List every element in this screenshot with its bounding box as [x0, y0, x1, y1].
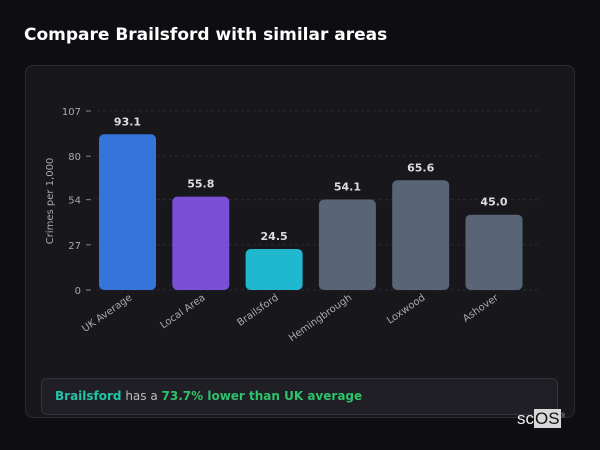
x-tick-label: Ashover [461, 292, 501, 325]
y-tick-label: 54 [68, 196, 81, 207]
summary-highlight: 73.7% lower than UK average [161, 389, 363, 403]
x-tick-label: Brailsford [235, 292, 280, 328]
data-label: 45.0 [480, 196, 507, 209]
summary-area: Brailsford [55, 389, 122, 403]
bar[interactable] [99, 134, 156, 290]
data-label: 24.5 [261, 230, 288, 243]
bar[interactable] [392, 180, 450, 290]
summary-text: has a [121, 389, 162, 403]
summary-box: Brailsford has a 73.7% lower than UK ave… [41, 378, 558, 415]
y-axis-label: Crimes per 1,000 [45, 158, 56, 245]
data-label: 55.8 [187, 178, 214, 191]
x-tick-label: Hemingbrough [287, 292, 354, 344]
y-tick-label: 107 [62, 107, 81, 118]
logo: scOS® [517, 409, 565, 428]
y-tick-label: 27 [68, 241, 81, 252]
bar[interactable] [465, 214, 523, 290]
page-title: Compare Brailsford with similar areas [24, 25, 388, 45]
data-label: 93.1 [114, 115, 141, 128]
x-tick-label: UK Average [80, 292, 134, 334]
x-tick-label: Local Area [159, 292, 208, 331]
y-tick-label: 0 [75, 286, 81, 297]
bar[interactable] [245, 249, 303, 290]
x-tick-label: Loxwood [385, 292, 427, 326]
y-tick-label: 80 [68, 152, 81, 163]
bar[interactable] [172, 196, 230, 290]
data-label: 54.1 [334, 180, 361, 193]
bar[interactable] [318, 199, 376, 290]
data-label: 65.6 [407, 161, 434, 174]
